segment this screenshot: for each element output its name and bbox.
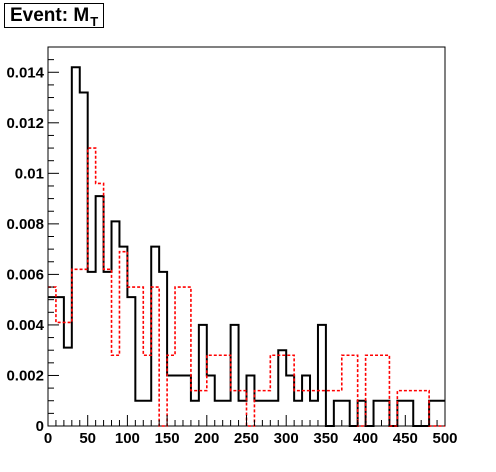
- x-tick-label: 100: [115, 430, 140, 447]
- red-dashed-histogram: [48, 147, 445, 427]
- x-tick-label: 400: [353, 430, 378, 447]
- y-tick-label: 0.006: [6, 266, 44, 283]
- y-tick-label: 0.002: [6, 367, 44, 384]
- x-tick-label: 500: [432, 430, 457, 447]
- y-tick-label: 0.014: [6, 64, 44, 81]
- x-tick-label: 0: [44, 430, 52, 447]
- x-tick-label: 50: [79, 430, 96, 447]
- x-tick-label: 450: [393, 430, 418, 447]
- x-tick-label: 300: [274, 430, 299, 447]
- y-tick-label: 0.012: [6, 115, 44, 132]
- y-axis: 0 0.002 0.004 0.006 0.008 0.01 0.012 0.014: [6, 46, 59, 435]
- y-tick-label: 0: [36, 418, 44, 435]
- plot-frame: [47, 46, 446, 427]
- x-tick-label: 250: [234, 430, 259, 447]
- chart-title-subscript: T: [90, 14, 99, 29]
- chart-title: Event: MT: [4, 3, 105, 29]
- black-solid-histogram: [48, 66, 445, 427]
- x-tick-label: 150: [155, 430, 180, 447]
- x-axis: 0 50 100 150 200 250 300 350 400 450 500: [44, 415, 458, 447]
- y-tick-label: 0.01: [15, 165, 44, 182]
- y-tick-label: 0.008: [6, 216, 44, 233]
- x-tick-label: 200: [194, 430, 219, 447]
- histogram-series-group: [48, 66, 445, 427]
- y-tick-label: 0.004: [6, 317, 44, 334]
- chart-title-text: Event: M: [10, 5, 90, 26]
- x-tick-label: 350: [313, 430, 338, 447]
